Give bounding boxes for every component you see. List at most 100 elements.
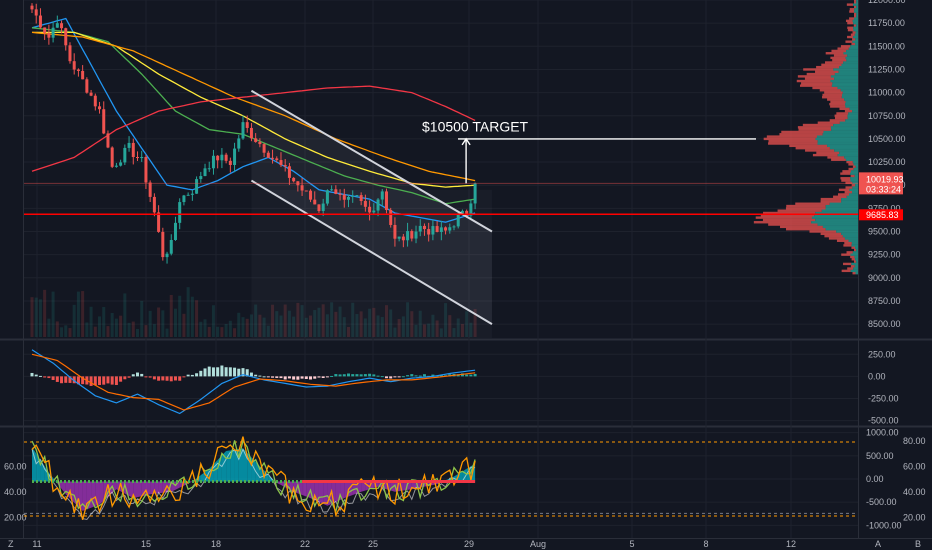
volume-bar [127,322,131,337]
volume-profile-bar [851,42,856,46]
volume-bar [401,316,405,337]
volume-bar [456,318,460,337]
volume-profile-bar [847,35,854,39]
volume-profile-bar [812,86,838,90]
oscillator-fill [230,449,235,482]
volume-profile-bar [850,170,858,173]
timezone-label: Z [8,539,14,549]
right-tick-label: 40.00 [903,487,926,497]
macd-histogram-bar [376,375,380,377]
volume-profile-bar [833,123,858,127]
volume-profile-bar [851,184,856,187]
volume-profile-bar [785,207,826,210]
volume-profile-bar [846,160,853,164]
volume-profile-bar [830,75,858,78]
volume-profile-bar [842,170,851,173]
candle-body [190,193,194,195]
candle-body [410,231,414,239]
macd-histogram-bar [106,376,110,384]
volume-profile-bar [850,253,858,256]
candle-body [452,226,456,228]
candle-body [397,236,401,239]
candle-body [203,168,207,177]
volume-profile-bar [848,239,858,242]
volume-profile-bar [762,218,816,222]
volume-profile-bar [753,221,812,224]
y-tick-label: 0.00 [866,474,884,484]
volume-profile-bar [852,165,856,168]
volume-profile-bar [841,232,858,236]
candle-body [114,165,118,167]
volume-profile-bar [797,126,831,129]
volume-bar [216,326,220,337]
macd-histogram-bar [384,376,388,379]
candle-body [304,190,308,192]
volume-bar [249,314,253,337]
macd-histogram-bar [165,376,169,381]
macd-histogram-bar [161,376,165,381]
volume-profile-bar [845,102,858,106]
volume-profile-bar [820,197,842,201]
volume-profile-bar [831,128,858,131]
volume-profile-bar [825,207,858,210]
volume-profile-bar [815,137,858,141]
macd-histogram-bar [317,376,321,378]
volume-bar [224,323,228,337]
oscillator-fill [213,459,218,482]
oscillator-fill [407,481,412,490]
candle-body [325,190,329,204]
candle-body [178,202,182,223]
volume-profile-bar [840,172,851,175]
candle-body [165,253,169,258]
volume-profile-bar [842,91,858,94]
macd-histogram-bar [309,376,313,380]
candle-body [237,138,241,149]
volume-profile-bar [795,146,830,150]
volume-profile-bar [852,271,856,275]
candle-body [140,156,144,159]
macd-histogram-bar [422,374,426,377]
macd-histogram-bar [397,376,401,378]
volume-profile-bar [780,225,823,229]
volume-bar [190,296,194,337]
candle-body [359,195,363,201]
volume-bar [380,317,384,337]
volume-profile-bar [817,121,840,124]
volume-profile-bar [815,218,858,222]
volume-profile-bar [806,72,835,76]
macd-histogram-bar [136,372,139,377]
candle-body [186,194,190,196]
oscillator-fill [318,481,324,504]
volume-bar [254,304,258,337]
candle-body [98,106,102,110]
candle-body [393,224,397,239]
volume-profile-bar [820,232,842,236]
macd-histogram-bar [81,376,85,385]
volume-profile-bar [847,116,858,120]
volume-bar [51,291,55,337]
macd-histogram-bar [389,376,393,379]
volume-profile-bar [830,79,858,83]
macd-histogram-bar [30,372,34,377]
macd-histogram-bar [304,376,308,379]
volume-profile-bar [853,35,858,39]
volume-profile-bar [840,45,851,48]
volume-profile-bar [840,89,858,92]
volume-bar [317,307,321,337]
oscillator-fill [40,459,45,482]
volume-profile-bar [845,100,858,104]
volume-profile-bar [789,144,828,148]
candle-body [363,200,367,207]
volume-bar [241,317,245,337]
volume-profile-bar [829,119,846,122]
macd-histogram-bar [152,376,156,380]
volume-profile-bar [850,179,858,182]
macd-histogram-bar [283,376,287,380]
candle-body [414,231,418,239]
volume-bar [102,307,106,337]
volume-profile-bar [820,200,842,203]
candle-body [72,61,76,70]
volume-profile-bar [852,251,858,254]
volume-bar [30,297,34,337]
